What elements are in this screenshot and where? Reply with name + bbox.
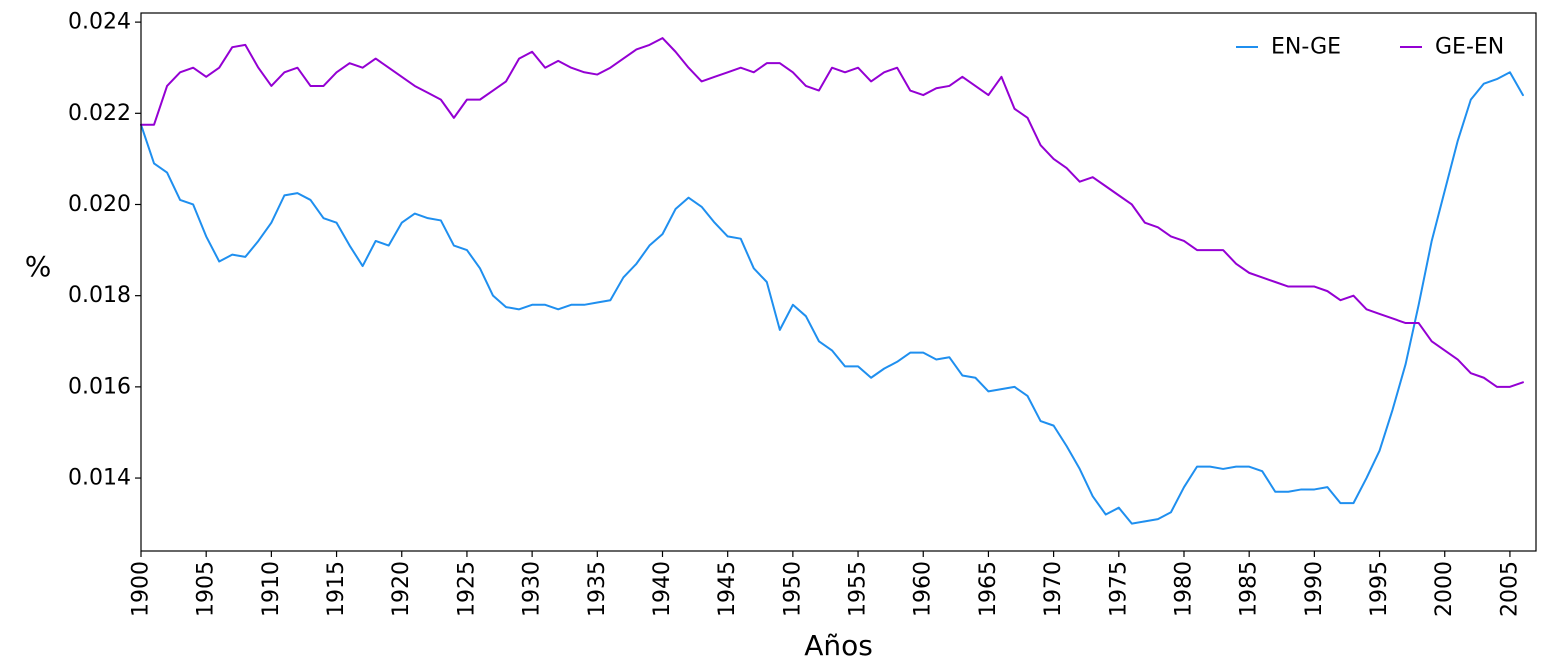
x-tick-label: 1900 — [129, 561, 154, 617]
axes-frame — [140, 12, 1537, 552]
y-axis: 0.014 0.016 0.018 0.020 0.022 0.024 — [68, 10, 141, 491]
legend: EN-GE GE-EN — [1236, 35, 1504, 60]
legend-label-ge-en: GE-EN — [1435, 35, 1504, 60]
x-tick-label: 1990 — [1302, 561, 1327, 617]
x-tick-label: 1995 — [1367, 561, 1392, 617]
x-tick-label: 1925 — [454, 561, 479, 617]
x-tick-label: 1975 — [1106, 561, 1131, 617]
y-tick-label: 0.014 — [68, 466, 131, 491]
x-tick-label: 1945 — [715, 561, 740, 617]
x-tick-label: 1915 — [324, 561, 349, 617]
x-tick-label: 1970 — [1041, 561, 1066, 617]
x-tick-label: 1960 — [911, 561, 936, 617]
x-tick-label: 1940 — [650, 561, 675, 617]
y-tick-label: 0.018 — [68, 283, 131, 308]
x-tick-label: 1955 — [846, 561, 871, 617]
y-tick-label: 0.022 — [68, 101, 131, 126]
x-tick-label: 1980 — [1171, 561, 1196, 617]
series-line-en-ge — [140, 71, 1524, 525]
x-tick-label: 1920 — [389, 561, 414, 617]
x-tick-label: 1910 — [259, 561, 284, 617]
x-tick-label: 2000 — [1432, 561, 1457, 617]
series-line-ge-en — [140, 37, 1524, 388]
y-tick-label: 0.024 — [68, 10, 131, 35]
x-tick-label: 1905 — [194, 561, 219, 617]
series-lines — [140, 37, 1524, 525]
x-tick-label: 1985 — [1237, 561, 1262, 617]
x-tick-label: 1950 — [780, 561, 805, 617]
x-tick-label: 1965 — [976, 561, 1001, 617]
y-axis-title: % — [25, 250, 52, 283]
x-axis: 1900 1905 1910 1915 1920 1925 1930 1935 1940 1945… — [129, 551, 1522, 617]
x-tick-label: 1930 — [520, 561, 545, 617]
y-tick-label: 0.020 — [68, 192, 131, 217]
x-axis-title: Años — [804, 629, 873, 662]
y-tick-label: 0.016 — [68, 374, 131, 399]
legend-label-en-ge: EN-GE — [1271, 35, 1341, 60]
x-tick-label: 2005 — [1497, 561, 1522, 617]
x-tick-label: 1935 — [585, 561, 610, 617]
